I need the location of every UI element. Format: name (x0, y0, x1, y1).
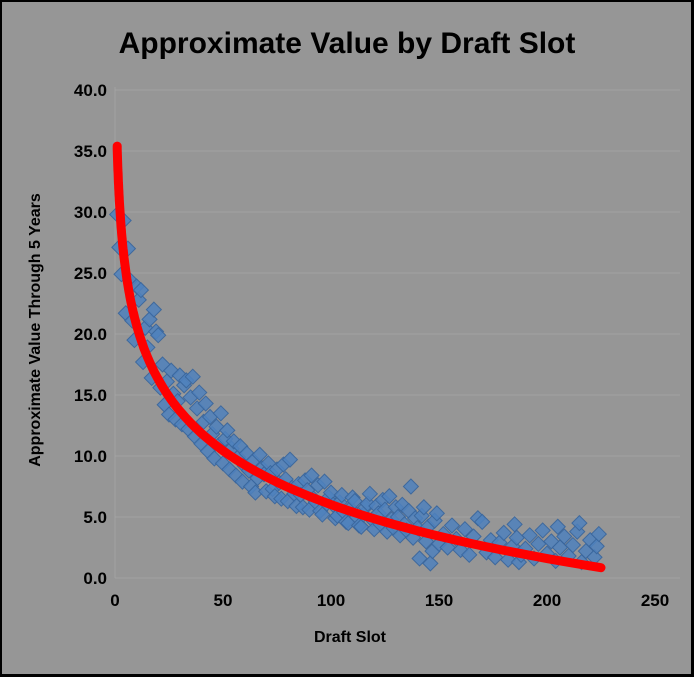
x-tick-label: 250 (641, 591, 669, 610)
data-point (534, 522, 551, 539)
data-point (415, 499, 433, 516)
data-point (506, 516, 523, 533)
y-tick-label: 40.0 (74, 81, 107, 100)
trendline (112, 141, 606, 573)
data-point (521, 527, 538, 544)
data-point (197, 395, 214, 412)
data-point (556, 528, 573, 545)
data-point (564, 536, 582, 554)
data-point (212, 405, 230, 422)
x-tick-label: 0 (110, 591, 119, 610)
x-tick-label: 100 (317, 591, 345, 610)
y-tick-label: 0.0 (83, 569, 107, 588)
data-point (353, 518, 370, 535)
data-point (132, 281, 150, 299)
data-point (473, 513, 491, 531)
data-point (402, 478, 420, 495)
data-point (456, 520, 474, 538)
data-point (184, 368, 201, 385)
data-point (316, 473, 333, 490)
y-tick-label: 25.0 (74, 264, 107, 283)
data-point (191, 384, 208, 401)
data-point (590, 525, 608, 543)
y-tick-label: 5.0 (83, 508, 107, 527)
y-tick-label: 20.0 (74, 325, 107, 344)
data-point (281, 451, 299, 468)
data-point (333, 486, 351, 504)
data-point (443, 517, 461, 534)
x-tick-label: 50 (214, 591, 233, 610)
tick-labels-group: 40.0 35.0 30.0 25.0 20.0 15.0 10.0 5.0 0.00 50 100… (74, 81, 669, 610)
data-point (219, 422, 236, 439)
data-point (381, 488, 398, 505)
y-tick-label: 35.0 (74, 142, 107, 161)
y-tick-label: 15.0 (74, 386, 107, 405)
y-axis-title: Approximate Value Through 5 Years (27, 193, 44, 467)
data-point (428, 505, 446, 522)
x-tick-label: 150 (425, 591, 453, 610)
data-point (303, 467, 320, 484)
data-point (549, 518, 567, 535)
data-point (588, 538, 605, 555)
data-point (149, 327, 167, 344)
data-point (145, 301, 163, 318)
x-axis-title: Draft Slot (314, 629, 387, 646)
data-point (439, 539, 456, 556)
data-point (495, 524, 513, 542)
trendline-group (112, 141, 606, 573)
y-tick-label: 10.0 (74, 447, 107, 466)
data-point (361, 485, 379, 503)
y-tick-label: 30.0 (74, 203, 107, 222)
data-point (461, 546, 478, 564)
data-point (571, 514, 588, 532)
data-point (422, 555, 439, 572)
chart-title: Approximate Value by Draft Slot (119, 27, 576, 60)
x-tick-label: 200 (533, 591, 561, 610)
